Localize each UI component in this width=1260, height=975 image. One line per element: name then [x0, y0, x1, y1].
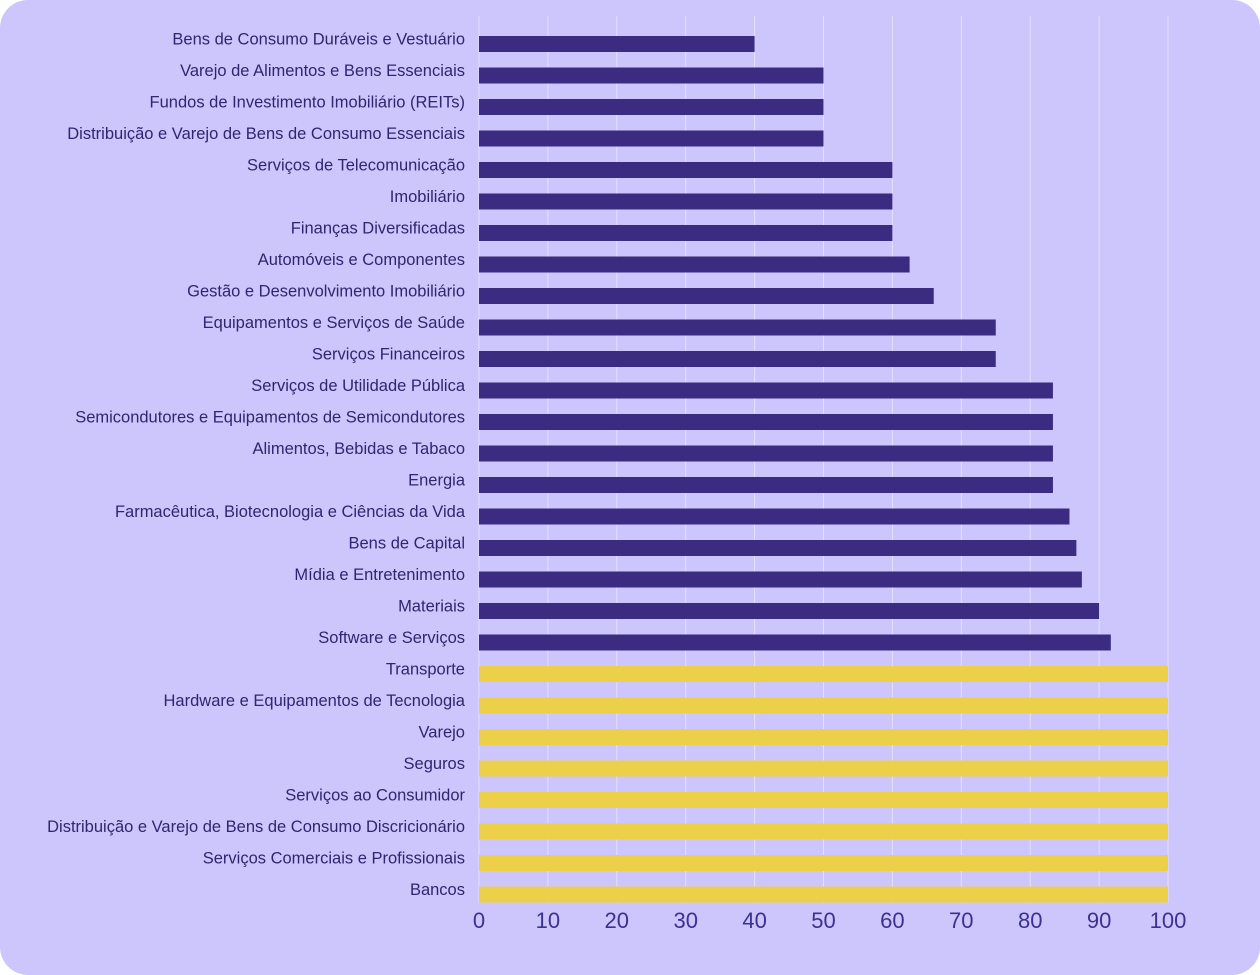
category-label: Distribuição e Varejo de Bens de Consumo… [67, 125, 465, 143]
x-tick-50: 50 [811, 908, 835, 933]
category-label: Bens de Capital [349, 534, 466, 552]
bar-21 [479, 697, 1168, 714]
category-label: Equipamentos e Serviços de Saúde [203, 314, 465, 332]
category-label: Transporte [386, 660, 465, 678]
x-tick-labels: 0 10 20 30 40 50 60 70 80 90 100 [473, 908, 1186, 933]
bar-10 [479, 351, 996, 367]
x-tick-70: 70 [949, 908, 973, 933]
category-label: Alimentos, Bebidas e Tabaco [253, 440, 466, 458]
bar-15 [479, 508, 1070, 525]
x-tick-20: 20 [605, 908, 629, 933]
x-tick-80: 80 [1018, 908, 1042, 933]
bar-0 [479, 36, 755, 52]
x-tick-60: 60 [880, 908, 904, 933]
bar-16 [479, 540, 1077, 556]
category-label: Bens de Consumo Duráveis e Vestuário [172, 30, 465, 48]
bar-11 [479, 382, 1053, 399]
bar-3 [479, 130, 824, 147]
bar-2 [479, 99, 824, 115]
category-label: Finanças Diversificadas [291, 219, 465, 237]
bar-25 [479, 823, 1168, 840]
bar-23 [479, 760, 1168, 777]
bar-26 [479, 855, 1168, 871]
x-tick-0: 0 [473, 908, 485, 933]
bar-22 [479, 729, 1168, 745]
category-label: Hardware e Equipamentos de Tecnologia [164, 692, 466, 710]
category-label: Imobiliário [390, 188, 465, 206]
category-label: Serviços de Telecomunicação [247, 156, 465, 174]
bar-12 [479, 414, 1053, 430]
category-label: Energia [408, 471, 466, 489]
category-label: Fundos de Investimento Imobiliário (REIT… [150, 93, 465, 111]
category-label: Serviços Comerciais e Profissionais [203, 849, 465, 867]
bar-18 [479, 603, 1100, 619]
category-label: Software e Serviços [318, 629, 465, 647]
category-label: Serviços Financeiros [312, 345, 465, 363]
bar-4 [479, 162, 893, 178]
category-label: Semicondutores e Equipamentos de Semicon… [75, 408, 465, 426]
bars [479, 36, 1168, 903]
bar-14 [479, 477, 1053, 493]
bar-20 [479, 666, 1168, 682]
category-label: Mídia e Entretenimento [294, 566, 465, 584]
category-label: Serviços de Utilidade Pública [251, 377, 466, 395]
category-label: Seguros [404, 755, 465, 773]
category-label: Automóveis e Componentes [258, 251, 465, 269]
bar-6 [479, 225, 893, 241]
bar-27 [479, 886, 1168, 903]
bar-9 [479, 319, 996, 336]
bar-5 [479, 193, 893, 210]
bar-24 [479, 792, 1168, 808]
bar-13 [479, 445, 1053, 462]
x-tick-10: 10 [536, 908, 560, 933]
x-tick-100: 100 [1150, 908, 1187, 933]
category-label: Materiais [398, 597, 465, 615]
bar-7 [479, 256, 910, 273]
category-labels: Bens de Consumo Duráveis e Vestuário Vare… [47, 30, 466, 899]
category-label: Farmacêutica, Biotecnologia e Ciências d… [115, 503, 466, 521]
bar-17 [479, 571, 1082, 588]
bar-19 [479, 634, 1111, 651]
category-label: Varejo de Alimentos e Bens Essenciais [180, 62, 465, 80]
category-label: Serviços ao Consumidor [285, 786, 465, 804]
x-tick-40: 40 [742, 908, 766, 933]
category-label: Gestão e Desenvolvimento Imobiliário [187, 282, 465, 300]
x-tick-90: 90 [1087, 908, 1111, 933]
bar-8 [479, 288, 934, 304]
bar-1 [479, 67, 824, 84]
category-label: Distribuição e Varejo de Bens de Consumo… [47, 818, 465, 836]
category-label: Varejo [419, 723, 465, 741]
x-tick-30: 30 [673, 908, 697, 933]
category-label: Bancos [410, 881, 465, 899]
